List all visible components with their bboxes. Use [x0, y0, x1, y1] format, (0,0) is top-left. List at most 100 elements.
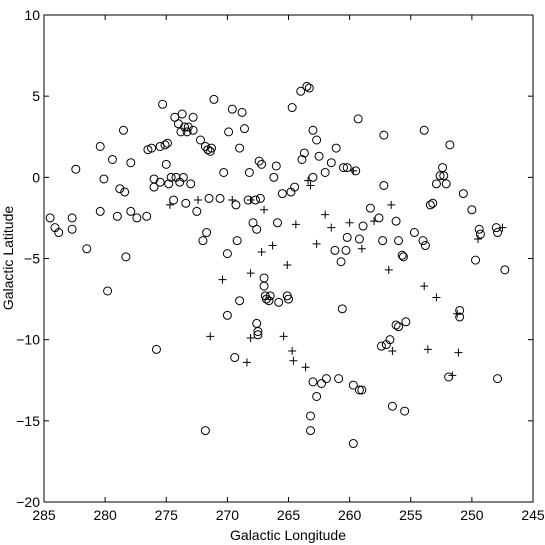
circle-marker — [320, 167, 330, 177]
circle-marker — [348, 439, 358, 449]
circle-marker — [290, 182, 300, 192]
plus-marker — [260, 205, 269, 214]
circle-marker — [71, 164, 81, 174]
circle-marker — [439, 171, 449, 181]
circle-marker — [342, 232, 352, 242]
circle-marker — [317, 378, 327, 388]
x-tick-label: 245 — [521, 507, 545, 523]
circle-marker — [255, 193, 265, 203]
plus-marker — [306, 181, 315, 190]
plus-marker — [291, 220, 300, 229]
plus-marker — [327, 223, 336, 232]
y-tick-label: 5 — [32, 88, 40, 104]
circle-marker — [312, 391, 322, 401]
circle-marker — [409, 228, 419, 238]
circle-marker — [420, 241, 430, 251]
circle-marker — [180, 122, 190, 132]
circle-marker — [112, 211, 122, 221]
circle-marker — [358, 221, 368, 231]
circle-marker — [312, 135, 322, 145]
circle-marker — [115, 184, 125, 194]
circle-marker — [308, 377, 318, 387]
circle-marker — [222, 310, 232, 320]
circle-marker — [387, 401, 397, 411]
circle-marker — [103, 286, 113, 296]
circle-marker — [200, 141, 210, 151]
plus-marker — [453, 309, 462, 318]
circle-marker — [107, 154, 117, 164]
circle-marker — [339, 163, 349, 173]
circle-marker — [394, 236, 404, 246]
circle-marker — [458, 189, 468, 199]
circle-marker — [181, 198, 191, 208]
circle-marker — [296, 86, 306, 96]
circle-marker — [259, 281, 269, 291]
circle-marker — [379, 180, 389, 190]
plus-marker — [279, 332, 288, 341]
plus-marker — [370, 217, 379, 226]
plus-marker — [246, 196, 255, 205]
circle-marker — [155, 141, 165, 151]
x-tick-label: 275 — [155, 507, 179, 523]
circle-marker — [455, 312, 465, 322]
circle-marker — [132, 213, 142, 223]
plus-marker — [432, 293, 441, 302]
circle-marker — [164, 179, 174, 189]
circle-marker — [342, 163, 352, 173]
circle-marker — [455, 305, 465, 315]
circle-marker — [158, 99, 168, 109]
circle-marker — [330, 245, 340, 255]
y-tick-label: −5 — [24, 251, 40, 267]
circle-marker — [183, 122, 193, 132]
plus-marker — [345, 218, 354, 227]
circle-marker — [182, 127, 192, 137]
circle-marker — [188, 125, 198, 135]
plus-marker — [304, 176, 313, 185]
plus-marker — [268, 241, 277, 250]
circle-marker — [151, 344, 161, 354]
circle-marker — [357, 385, 367, 395]
circle-marker — [306, 411, 316, 421]
circle-marker — [222, 249, 232, 259]
x-tick-label: 280 — [93, 507, 117, 523]
circle-marker — [354, 385, 364, 395]
circle-marker — [254, 156, 264, 166]
circle-marker — [444, 372, 454, 382]
plus-marker — [288, 347, 297, 356]
circle-marker — [374, 213, 384, 223]
circle-marker — [394, 322, 404, 332]
circle-marker — [160, 140, 170, 150]
plus-marker — [194, 196, 203, 205]
plus-marker — [246, 269, 255, 278]
circle-marker — [227, 104, 237, 114]
plus-marker — [283, 260, 292, 269]
y-axis-label: Galactic Latitude — [0, 206, 16, 310]
circle-marker — [336, 257, 346, 267]
circle-marker — [95, 141, 105, 151]
circle-marker — [321, 374, 331, 384]
circle-marker — [195, 135, 205, 145]
plus-marker — [448, 371, 457, 380]
circle-marker — [178, 172, 188, 182]
y-tick-label: −15 — [16, 413, 40, 429]
circle-marker — [120, 187, 130, 197]
circle-marker — [435, 171, 445, 181]
circle-marker — [230, 353, 240, 363]
circle-marker — [253, 330, 263, 340]
circle-marker — [308, 125, 318, 135]
circle-marker — [400, 406, 410, 416]
circle-marker — [224, 127, 234, 137]
circle-marker — [200, 426, 210, 436]
circle-marker — [264, 296, 274, 306]
circle-marker — [418, 236, 428, 246]
circle-marker — [425, 200, 435, 210]
circle-marker — [326, 158, 336, 168]
y-tick-label: −20 — [16, 494, 40, 510]
circle-marker — [206, 143, 216, 153]
circle-marker — [54, 228, 64, 238]
x-tick-label: 270 — [216, 507, 240, 523]
plus-marker — [473, 235, 482, 244]
circle-marker — [149, 174, 159, 184]
y-tick-label: 0 — [32, 169, 40, 185]
circle-marker — [341, 245, 351, 255]
